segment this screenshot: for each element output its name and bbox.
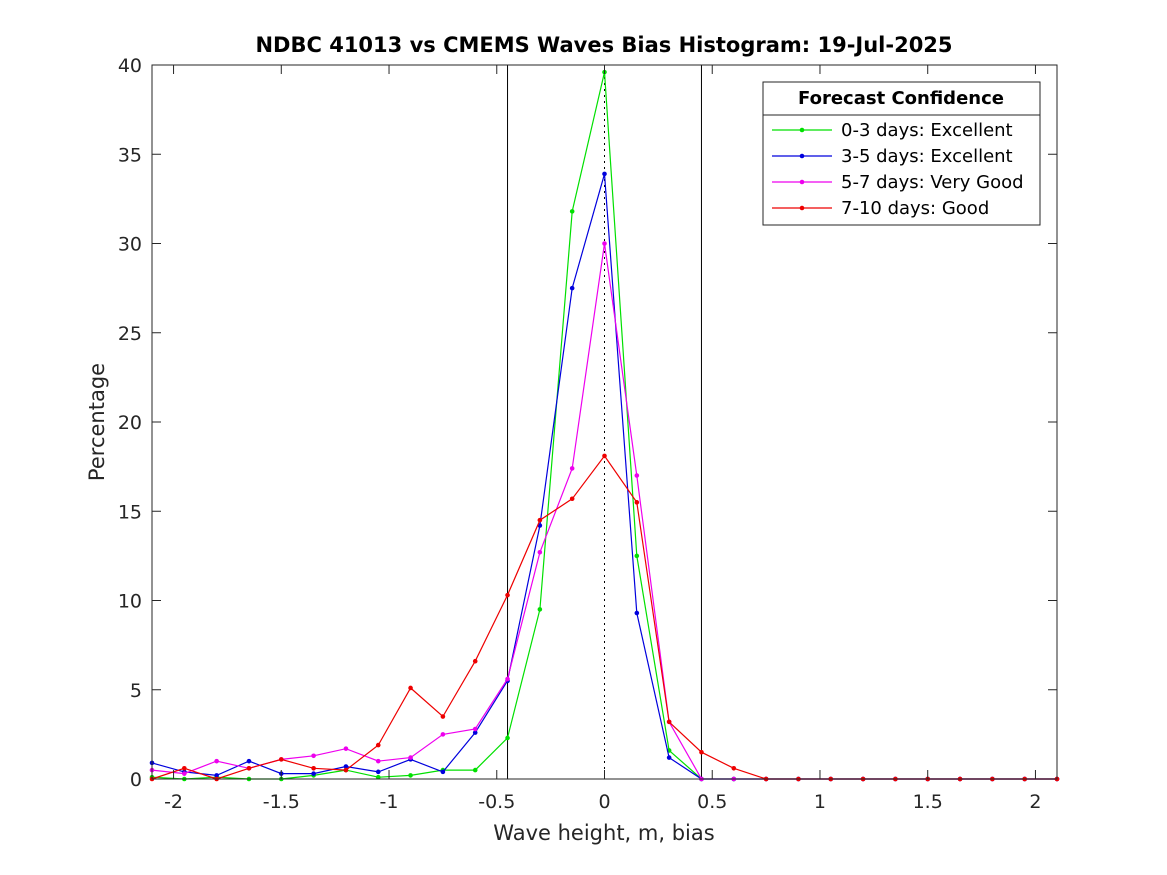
data-point [505, 735, 510, 741]
data-point [634, 553, 640, 559]
legend-label: 3-5 days: Excellent [841, 146, 1013, 167]
y-tick-label: 20 [118, 412, 142, 434]
legend: Forecast Confidence 0-3 days: Excellent 3… [762, 81, 1041, 226]
data-point [666, 755, 672, 760]
chart-title: NDBC 41013 vs CMEMS Waves Bias Histogram… [255, 33, 952, 57]
reference-lines [507, 65, 702, 779]
data-point [375, 774, 381, 780]
x-tick-label: 2 [1029, 791, 1041, 813]
legend-swatch-marker [799, 205, 805, 211]
data-point [472, 726, 478, 732]
data-point [472, 767, 478, 773]
data-point [634, 610, 640, 616]
y-tick-label: 0 [130, 769, 142, 791]
data-point [569, 496, 575, 502]
data-point [634, 500, 640, 505]
data-point [278, 757, 284, 762]
data-point [537, 550, 543, 555]
data-point [182, 765, 187, 771]
data-point [440, 732, 446, 737]
y-tick-label: 5 [130, 680, 142, 702]
data-point [408, 773, 413, 778]
data-point [505, 676, 510, 682]
legend-entries-box [762, 114, 1041, 226]
data-point [246, 758, 252, 764]
data-point [311, 753, 316, 759]
x-tick-label: 0.5 [697, 791, 727, 813]
data-point [602, 171, 607, 177]
y-tick-label: 30 [118, 234, 142, 256]
data-point [375, 758, 381, 764]
legend-entry-4: 7-10 days: Good [772, 198, 989, 219]
data-point [505, 592, 510, 598]
data-point [375, 769, 381, 775]
data-point [634, 473, 640, 478]
legend-entry-1: 0-3 days: Excellent [772, 120, 1013, 141]
data-point [343, 746, 349, 751]
x-tick-label: 1 [814, 791, 826, 813]
data-point [440, 714, 446, 719]
legend-entry-3: 5-7 days: Very Good [772, 172, 1024, 193]
y-tick-label: 40 [118, 55, 142, 77]
data-point [472, 658, 478, 664]
y-tick-label: 25 [118, 323, 142, 345]
data-point [182, 771, 187, 776]
data-point [408, 755, 413, 760]
data-point [408, 685, 413, 691]
legend-label: 7-10 days: Good [841, 198, 989, 219]
data-point [602, 453, 607, 459]
series-layer [149, 69, 1060, 782]
legend-title-box [762, 81, 1041, 116]
data-point [537, 607, 543, 612]
data-point [569, 466, 575, 471]
data-point [214, 773, 219, 778]
data-point [569, 285, 575, 291]
y-tick-label: 15 [118, 501, 142, 523]
data-point [375, 742, 381, 748]
data-point [311, 765, 316, 771]
data-point [343, 767, 349, 773]
x-axis-label: Wave height, m, bias [493, 821, 714, 845]
legend-title: Forecast Confidence [798, 88, 1004, 109]
legend-swatch-marker [799, 127, 805, 133]
y-tick-label: 10 [118, 591, 142, 613]
data-point [569, 209, 575, 214]
data-point [343, 764, 349, 769]
legend-label: 5-7 days: Very Good [841, 172, 1024, 193]
legend-label: 0-3 days: Excellent [841, 120, 1013, 141]
x-tick-label: 1.5 [913, 791, 943, 813]
data-point [537, 517, 543, 523]
y-axis-label: Percentage [85, 363, 109, 481]
legend-entry-2: 3-5 days: Excellent [772, 146, 1013, 167]
x-tick-label: 0 [598, 791, 610, 813]
data-point [440, 769, 446, 775]
data-point [472, 730, 478, 735]
data-point [666, 719, 672, 725]
data-point [731, 765, 737, 771]
data-point [311, 771, 316, 776]
legend-swatch-marker [799, 153, 805, 159]
data-point [214, 758, 219, 764]
x-tick-label: -2 [164, 791, 183, 813]
x-tick-label: -0.5 [478, 791, 515, 813]
x-tick-label: -1.5 [263, 791, 300, 813]
legend-swatch-marker [799, 179, 805, 185]
data-point [602, 241, 607, 246]
y-tick-label: 35 [118, 144, 142, 166]
legend-entries: 0-3 days: Excellent 3-5 days: Excellent 5-… [772, 120, 1024, 219]
data-point [246, 765, 252, 771]
data-point [699, 749, 704, 755]
x-tick-label: -1 [380, 791, 399, 813]
